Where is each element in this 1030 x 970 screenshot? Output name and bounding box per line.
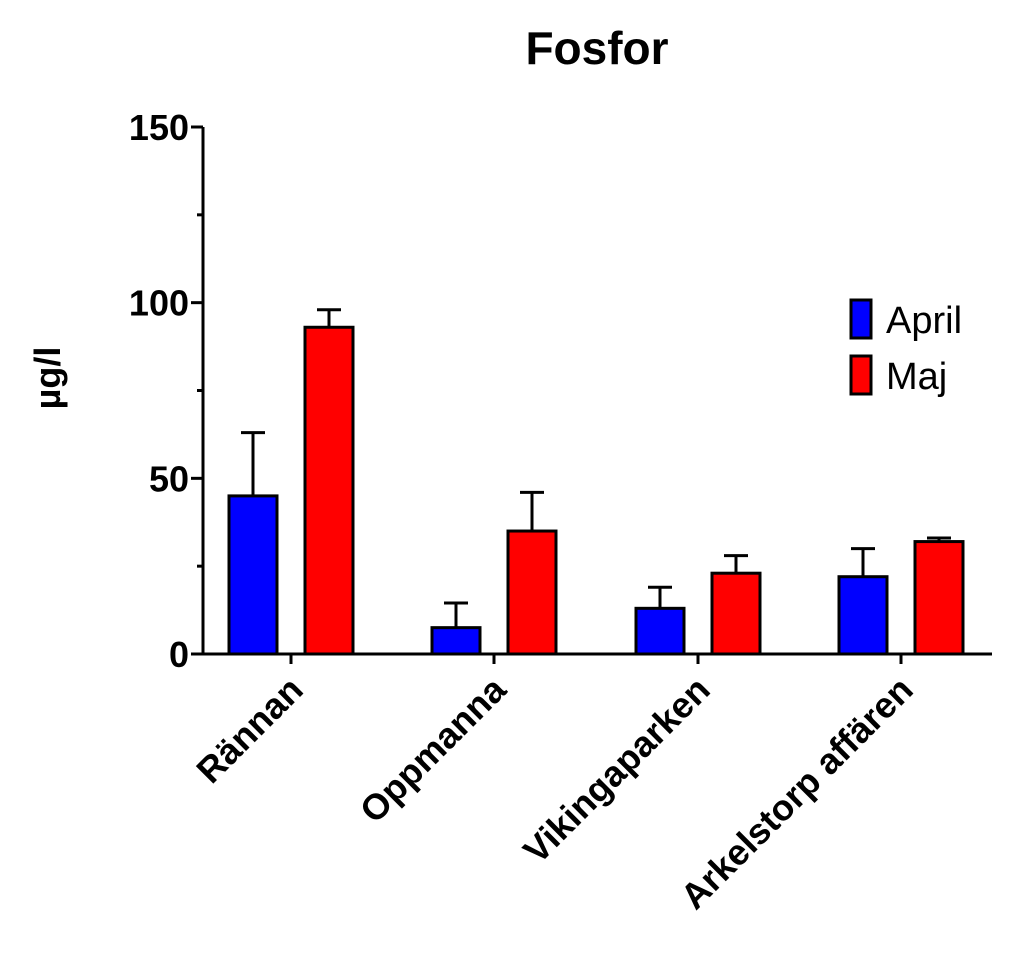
y-tick-label-0: 0 bbox=[169, 634, 189, 675]
bar-maj-1 bbox=[303, 325, 355, 656]
bar-maj-2 bbox=[506, 529, 558, 656]
y-tick-label-50: 50 bbox=[149, 458, 189, 499]
bar-maj-3 bbox=[710, 571, 762, 656]
x-tick-label-3: Vikingaparken bbox=[515, 669, 718, 872]
x-tick-label-1: Rännan bbox=[188, 669, 310, 791]
legend: April Maj bbox=[849, 298, 962, 398]
legend-label-maj: Maj bbox=[886, 356, 947, 398]
bar-april-4 bbox=[837, 575, 889, 656]
x-tick-label-2: Oppmanna bbox=[352, 668, 515, 831]
legend-swatch-maj bbox=[849, 354, 873, 396]
x-tick-label-4: Arkelstorp affären bbox=[672, 669, 920, 917]
y-tick-label-150: 150 bbox=[129, 107, 189, 148]
y-axis-label: µg/l bbox=[27, 347, 68, 410]
legend-label-april: April bbox=[886, 300, 962, 342]
bar-april-1 bbox=[227, 494, 279, 656]
plot-area: 0 50 100 150 Rännan Oppmanna VikingaparkenArke… bbox=[129, 107, 992, 917]
bar-april-2 bbox=[430, 626, 482, 656]
y-tick-label-100: 100 bbox=[129, 283, 189, 324]
bar-april-3 bbox=[634, 606, 686, 656]
bar-maj-4 bbox=[913, 540, 965, 656]
chart-title: Fosfor bbox=[525, 22, 668, 74]
legend-swatch-april bbox=[849, 298, 873, 340]
